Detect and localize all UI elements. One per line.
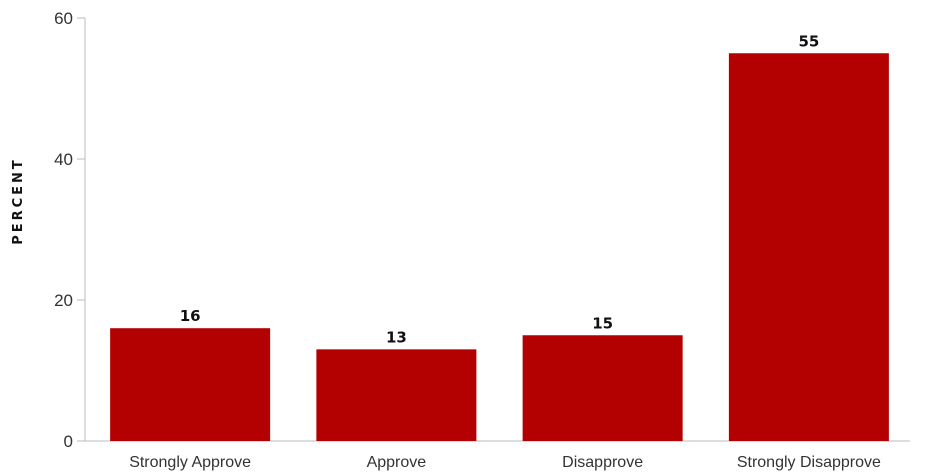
- bar: [728, 53, 889, 441]
- data-label: 55: [798, 32, 819, 50]
- category-label: Strongly Disapprove: [737, 454, 881, 471]
- y-tick-label: 60: [54, 9, 73, 28]
- category-label: Disapprove: [562, 454, 643, 471]
- data-label: 15: [592, 314, 613, 332]
- bar: [522, 335, 683, 441]
- bar: [110, 328, 271, 441]
- y-tick-label: 0: [64, 432, 73, 451]
- data-label: 13: [386, 328, 407, 346]
- category-label: Approve: [367, 454, 427, 471]
- y-tick-label: 20: [54, 291, 73, 310]
- category-label: Strongly Approve: [129, 454, 251, 471]
- y-tick-label: 40: [54, 150, 73, 169]
- bars: [110, 53, 889, 441]
- bar: [316, 349, 477, 441]
- y-axis-title: PERCENT: [11, 157, 26, 245]
- labels: 16 Strongly Approve 13 Approve 15 Disapprove 5…: [129, 32, 881, 471]
- data-label: 16: [180, 307, 201, 325]
